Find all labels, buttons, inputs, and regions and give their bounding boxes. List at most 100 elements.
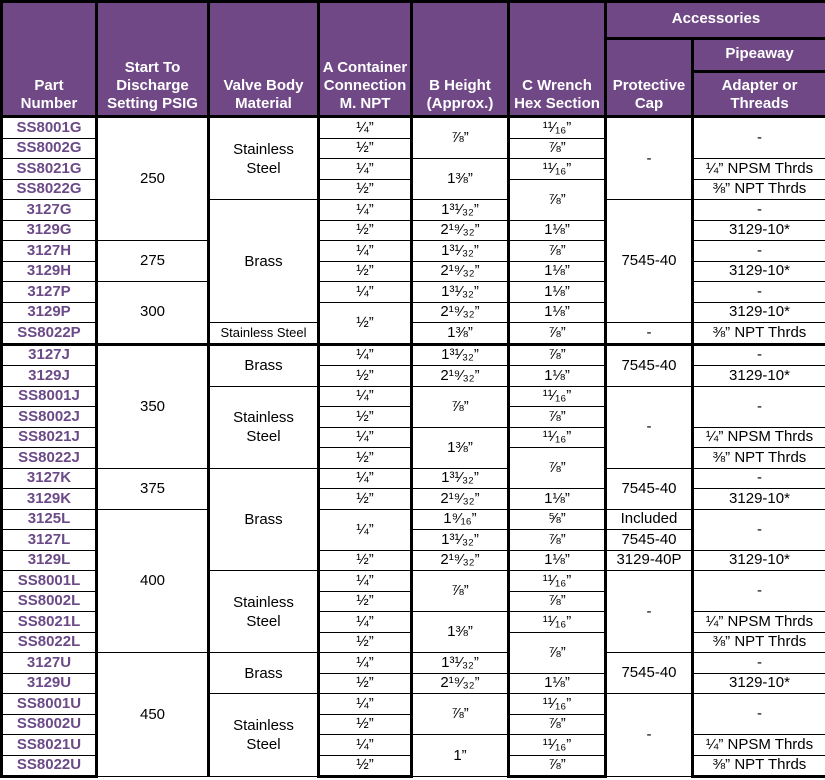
wrench-hex-cell: ⅞” <box>507 631 607 674</box>
adapter-cell: - <box>691 467 825 489</box>
container-connection-cell: ¼” <box>317 693 413 715</box>
valve-body-cell: Brass <box>207 199 320 323</box>
part-number-cell: SS8022P <box>0 322 98 345</box>
adapter-cell: ⅜” NPT Thrds <box>691 631 825 653</box>
protective-cap-cell: 7545-40 <box>604 652 694 694</box>
pressure-cell: 350 <box>95 342 210 469</box>
part-number-cell: SS8001L <box>0 570 98 592</box>
container-connection-cell: ½” <box>317 549 413 571</box>
part-number-cell: 3129H <box>0 260 98 282</box>
part-number-cell: 3127J <box>0 342 98 366</box>
part-number-cell: 3129L <box>0 549 98 571</box>
header-start-to-discharge: Start To Discharge Setting PSIG <box>95 0 210 118</box>
valve-body-cell: Stainless Steel <box>207 385 320 469</box>
container-connection-cell: ¼” <box>317 611 413 633</box>
height-cell: ⅞” <box>410 693 510 735</box>
wrench-hex-cell: ⅞” <box>507 754 607 778</box>
container-connection-cell: ½” <box>317 590 413 612</box>
header-a-container-connection: A Container Connection M. NPT <box>317 0 413 118</box>
table-row: 3129U ½” 2¹⁹⁄₃₂” 1⅛” 3129-10* <box>0 672 825 694</box>
part-number-cell: 3129G <box>0 219 98 241</box>
container-connection-cell: ¼” <box>317 240 413 262</box>
table-row: 3127G Brass ¼” 1³¹⁄₃₂” 7545-40- <box>0 199 825 323</box>
pressure-cell: 375 <box>95 467 210 510</box>
container-connection-cell: ¼” <box>317 281 413 303</box>
adapter-cell: - <box>691 199 825 221</box>
part-number-cell: 3125L <box>0 508 98 530</box>
container-connection-cell: ½” <box>317 406 413 428</box>
container-connection-cell: ½” <box>317 713 413 735</box>
wrench-hex-cell: ¹¹⁄₁₆” <box>507 116 607 139</box>
part-number-cell: SS8001G <box>0 116 98 139</box>
height-cell: 2¹⁹⁄₃₂” <box>410 301 510 323</box>
container-connection-cell: ½” <box>317 365 413 387</box>
pressure-cell: 275 <box>95 240 210 282</box>
container-connection-cell: ¼” <box>317 570 413 592</box>
wrench-hex-cell: 1⅛” <box>507 301 607 323</box>
table-row: 3127K 375 Brass ¼” 1³¹⁄₃₂” 7545-40- <box>0 467 825 571</box>
container-connection-cell: ¼” <box>317 426 413 448</box>
table-row: 3129G ½” 2¹⁹⁄₃₂” 1⅛” 3129-10* <box>0 219 825 241</box>
wrench-hex-cell: ⅞” <box>507 447 607 489</box>
part-number-cell: 3127K <box>0 467 98 489</box>
height-cell: ⅞” <box>410 385 510 428</box>
adapter-cell: ¼” NPSM Thrds <box>691 611 825 633</box>
height-cell: 1⅜” <box>410 158 510 200</box>
adapter-cell: 3129-10* <box>691 549 825 571</box>
valve-body-cell: Stainless Steel <box>207 322 320 345</box>
protective-cap-cell: 7545-40 <box>604 199 694 323</box>
table-row: SS8001G 250 Stainless Steel ¼” ⅞” ¹¹⁄₁₆” - - <box>0 116 825 241</box>
container-connection-cell: ½” <box>317 137 413 159</box>
container-connection-cell: ½” <box>317 672 413 694</box>
valve-body-cell: Stainless Steel <box>207 570 320 653</box>
valve-body-cell: Stainless Steel <box>207 116 320 200</box>
adapter-cell: - <box>691 281 825 303</box>
part-number-cell: SS8021L <box>0 611 98 633</box>
wrench-hex-cell: 1⅛” <box>507 488 607 510</box>
part-number-cell: SS8022G <box>0 178 98 200</box>
protective-cap-cell: - <box>604 693 694 777</box>
protective-cap-cell: 3129-40P <box>604 549 694 571</box>
adapter-cell: ¼” NPSM Thrds <box>691 158 825 180</box>
header-protective-cap: Protective Cap <box>604 37 694 118</box>
table-row: SS8022L ½” ⅞” ⅜” NPT Thrds <box>0 631 825 674</box>
adapter-cell: ⅜” NPT Thrds <box>691 178 825 200</box>
part-number-cell: 3127U <box>0 652 98 674</box>
part-number-cell: SS8002U <box>0 713 98 735</box>
adapter-cell: 3129-10* <box>691 672 825 694</box>
header-adapter: Adapter or Threads <box>691 70 825 118</box>
table-row: SS8021U ¼” 1” ¹¹⁄₁₆” ¼” NPSM Thrds <box>0 734 825 777</box>
part-number-cell: SS8021U <box>0 734 98 756</box>
wrench-hex-cell: ⅞” <box>507 590 607 612</box>
part-number-cell: 3127P <box>0 281 98 303</box>
header-part-number: Part Number <box>0 0 98 118</box>
part-number-cell: SS8001U <box>0 693 98 715</box>
wrench-hex-cell: ¹¹⁄₁₆” <box>507 385 607 407</box>
container-connection-cell: ½” <box>317 447 413 469</box>
header-c-wrench-hex: C Wrench Hex Section <box>507 0 607 118</box>
protective-cap-cell: 7545-40 <box>604 342 694 387</box>
wrench-hex-cell: 1⅛” <box>507 365 607 387</box>
part-number-cell: 3129U <box>0 672 98 694</box>
table-row: SS8022J ½” ⅞” ⅜” NPT Thrds <box>0 447 825 489</box>
adapter-cell: ¼” NPSM Thrds <box>691 426 825 448</box>
container-connection-cell: ½” <box>317 178 413 200</box>
pressure-cell: 400 <box>95 508 210 653</box>
table-row: 3125L 400 ¼” 1⁹⁄₁₆” ⅝” Included - <box>0 508 825 653</box>
header-b-height: B Height (Approx.) <box>410 0 510 118</box>
container-connection-cell: ¼” <box>317 652 413 674</box>
wrench-hex-cell: ⅞” <box>507 713 607 735</box>
table-row: SS8001U Stainless Steel ¼” ⅞” ¹¹⁄₁₆” - - <box>0 693 825 777</box>
part-number-cell: SS8022L <box>0 631 98 653</box>
wrench-hex-cell: ¹¹⁄₁₆” <box>507 734 607 756</box>
height-cell: 2¹⁹⁄₃₂” <box>410 549 510 571</box>
table-row: 3127J 350 Brass ¼” 1³¹⁄₃₂” ⅞” 7545-40- <box>0 342 825 469</box>
height-cell: 1³¹⁄₃₂” <box>410 652 510 674</box>
adapter-cell: - <box>691 693 825 735</box>
valve-body-cell: Brass <box>207 467 320 571</box>
container-connection-cell: ½” <box>317 219 413 241</box>
wrench-hex-cell: ⅞” <box>507 406 607 428</box>
valve-body-cell: Brass <box>207 342 320 387</box>
part-number-cell: 3127G <box>0 199 98 221</box>
